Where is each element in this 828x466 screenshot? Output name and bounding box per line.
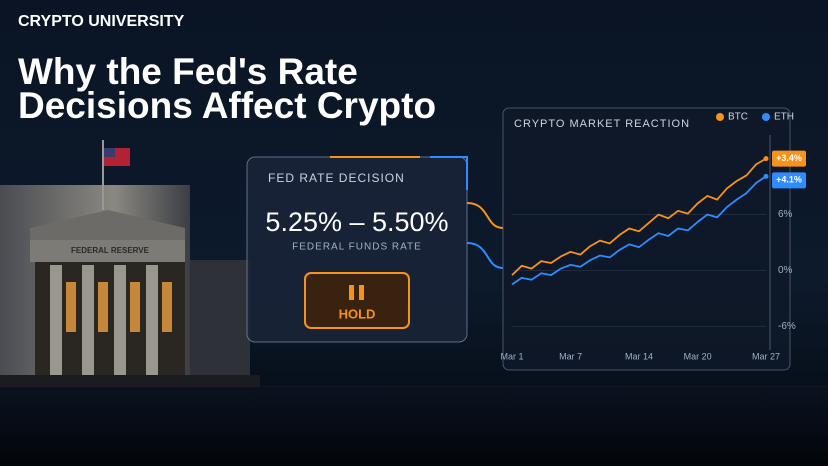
chart-panel <box>502 107 791 371</box>
x-tick-label: Mar 1 <box>500 351 523 361</box>
card-title: FED RATE DECISION <box>268 171 405 185</box>
end-label: +4.1% <box>776 175 802 185</box>
end-label-bg <box>772 172 806 189</box>
legend-swatch <box>716 113 724 121</box>
building-sign: FEDERAL RESERVE <box>71 246 150 255</box>
end-label-bg <box>772 150 806 167</box>
y-tick-label: 0% <box>778 265 793 276</box>
x-tick-label: Mar 27 <box>752 351 780 361</box>
headline: Decisions Affect Crypto <box>18 85 436 126</box>
legend-swatch <box>762 113 770 121</box>
end-point <box>763 156 769 162</box>
connector <box>466 202 504 229</box>
legend-label: BTC <box>728 112 748 123</box>
end-label: +3.4% <box>776 153 802 163</box>
connector <box>466 242 504 269</box>
x-tick-label: Mar 20 <box>684 351 712 361</box>
fed-building: FEDERAL RESERVE <box>0 140 260 387</box>
hold-badge <box>304 272 410 329</box>
series-line <box>511 157 767 276</box>
card-subtitle: FEDERAL FUNDS RATE <box>292 242 422 253</box>
end-point <box>763 173 769 179</box>
headline: Why the Fed's Rate <box>18 51 358 92</box>
y-tick-label: 6% <box>778 209 793 220</box>
fed-card: FED RATE DECISION 5.25% – 5.50% FEDERAL … <box>246 156 468 343</box>
chart-title: CRYPTO MARKET REACTION <box>514 118 690 130</box>
ground <box>0 385 828 466</box>
series-line <box>511 175 767 286</box>
x-tick-label: Mar 14 <box>625 351 653 361</box>
decision: HOLD <box>339 306 376 321</box>
brand: CRYPTO UNIVERSITY <box>18 13 185 30</box>
rate: 5.25% – 5.50% <box>265 207 448 237</box>
legend-label: ETH <box>774 112 794 123</box>
x-tick-label: Mar 7 <box>559 351 582 361</box>
y-tick-label: -6% <box>778 321 796 332</box>
